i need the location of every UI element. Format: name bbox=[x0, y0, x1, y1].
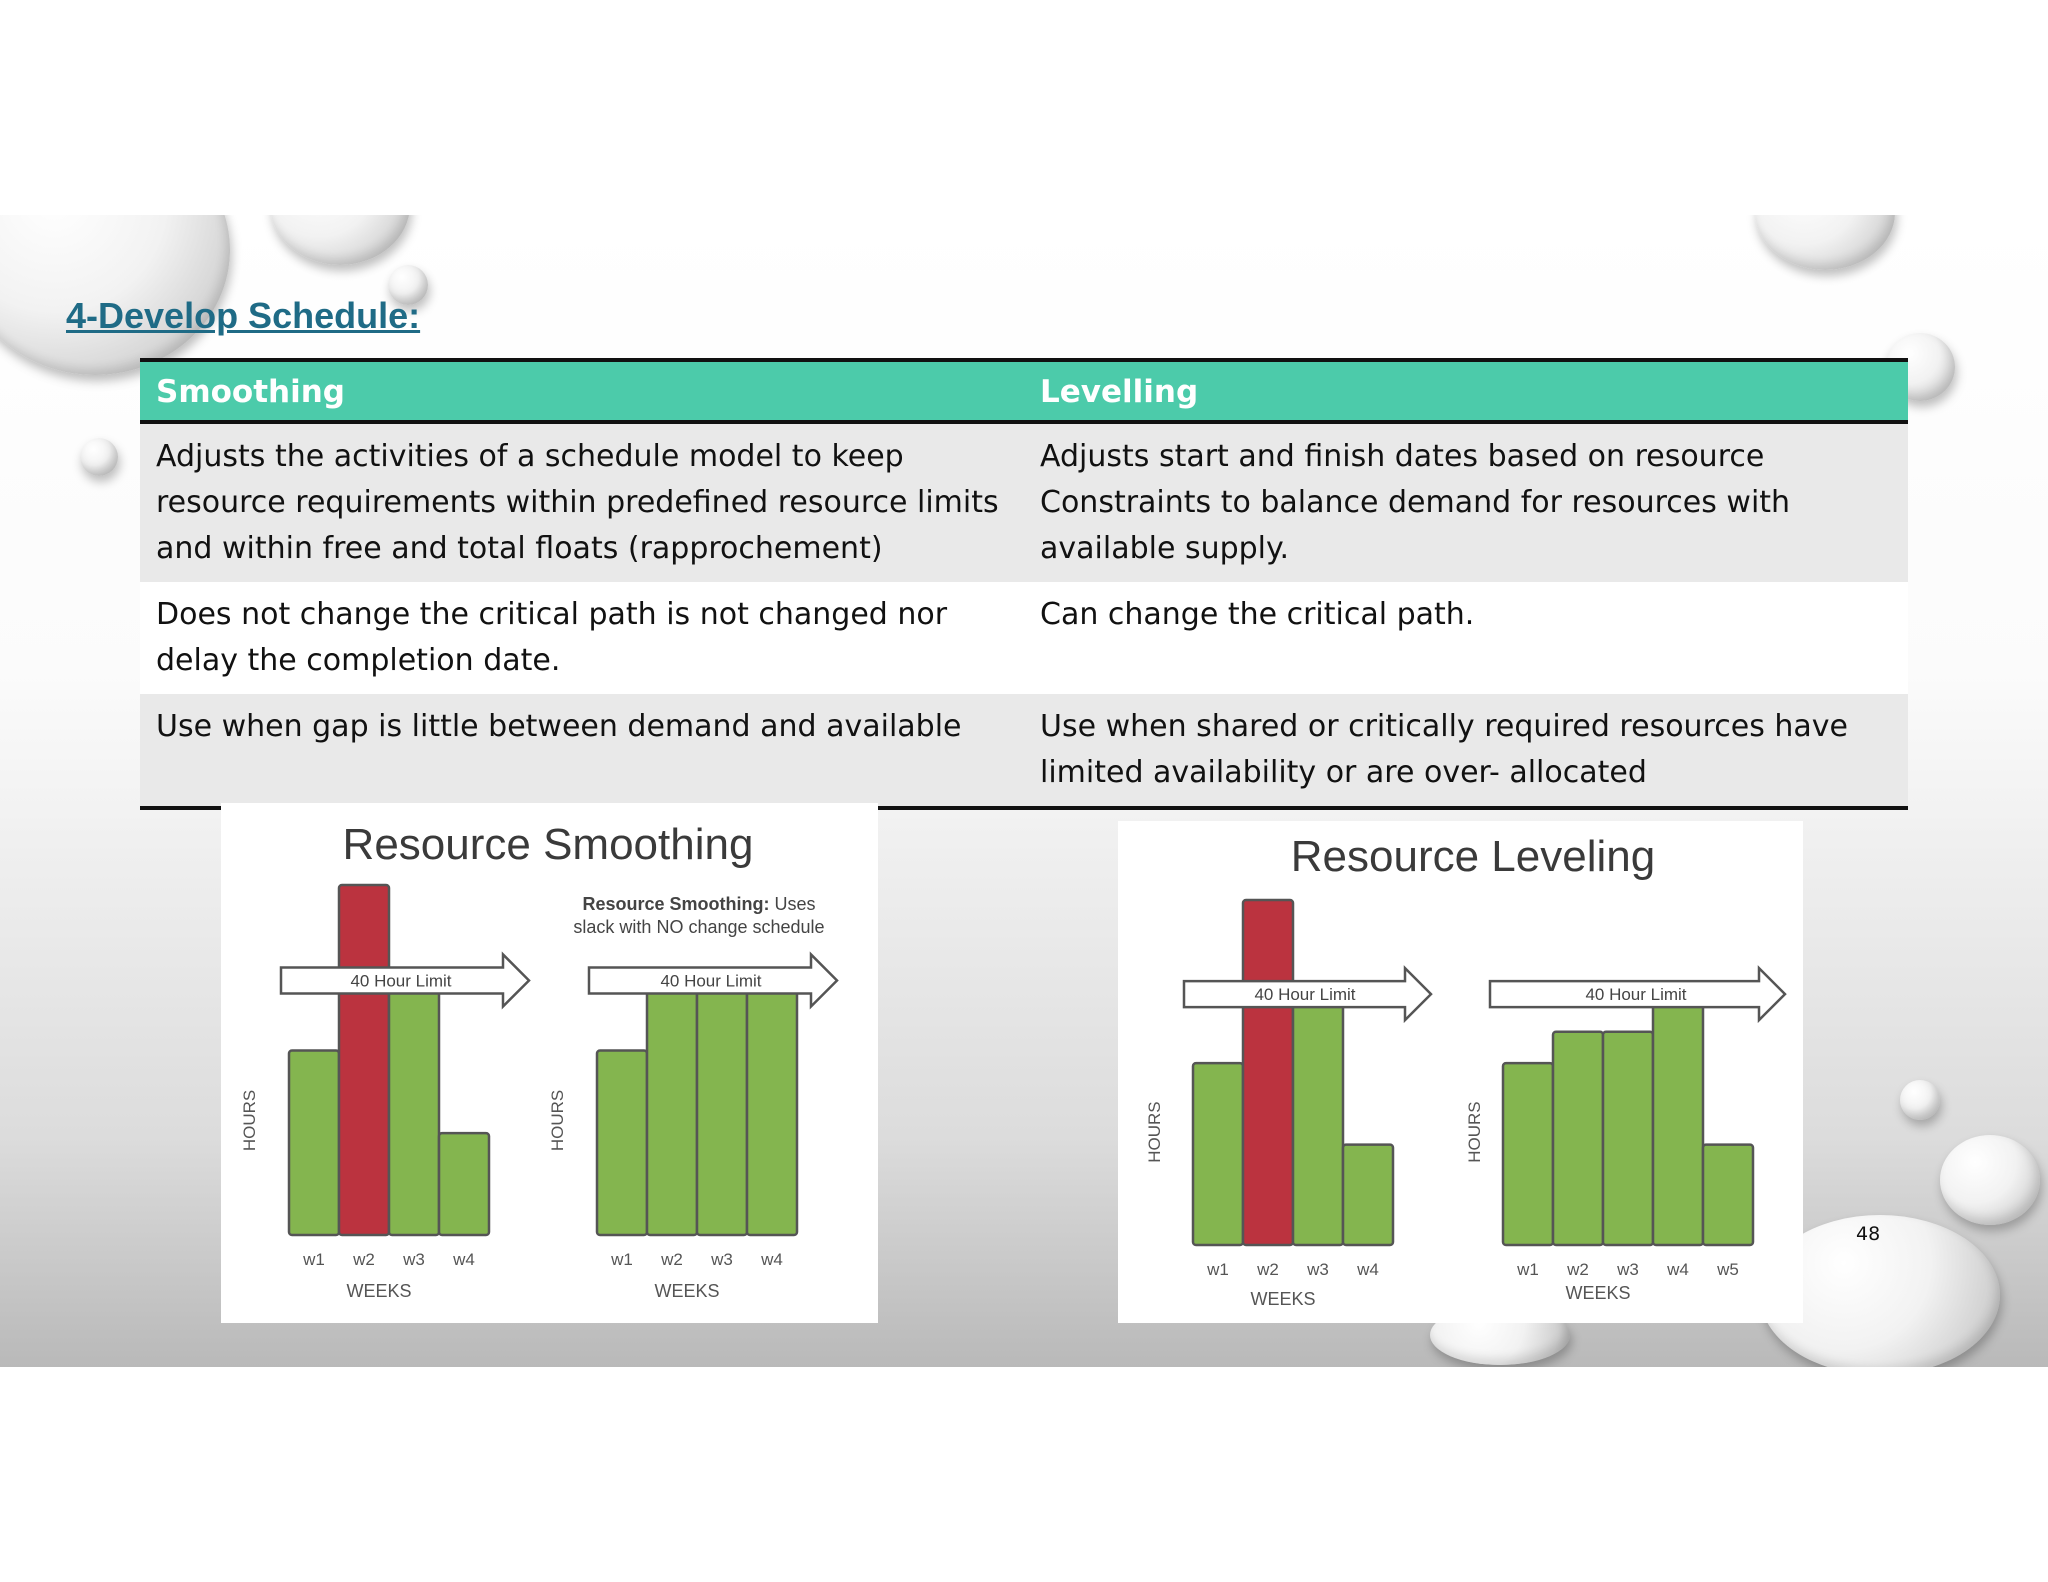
bar-w5 bbox=[1701, 1143, 1755, 1247]
bar-w1 bbox=[1501, 1061, 1555, 1247]
table-row: Adjusts the activities of a schedule mod… bbox=[140, 422, 1908, 582]
table-cell: Use when gap is little between demand an… bbox=[140, 694, 1024, 808]
tick-label-w3: w3 bbox=[1306, 1260, 1329, 1279]
tick-label-w4: w4 bbox=[760, 1250, 783, 1269]
x-axis-label: WEEKS bbox=[346, 1281, 411, 1301]
table-header-row: Smoothing Levelling bbox=[140, 360, 1908, 424]
table-cell: Adjusts the activities of a schedule mod… bbox=[140, 422, 1024, 582]
tick-label-w3: w3 bbox=[710, 1250, 733, 1269]
smoothing-note: Resource Smoothing: Uses bbox=[582, 894, 815, 914]
tick-label-w2: w2 bbox=[660, 1250, 683, 1269]
bar-w1 bbox=[287, 1049, 341, 1237]
tick-label-w1: w1 bbox=[1206, 1260, 1229, 1279]
header-smoothing: Smoothing bbox=[140, 360, 1024, 424]
bar-w4 bbox=[437, 1131, 491, 1237]
bar-w4 bbox=[745, 985, 799, 1237]
smoothing-note-bold: Resource Smoothing: bbox=[582, 894, 769, 914]
bar-w4 bbox=[1341, 1143, 1395, 1247]
bar-w2 bbox=[337, 883, 391, 1237]
figure-title: Resource Leveling bbox=[1291, 832, 1655, 881]
y-axis-label: HOURS bbox=[240, 1090, 259, 1151]
tick-label-w4: w4 bbox=[1666, 1260, 1689, 1279]
tick-label-w3: w3 bbox=[1616, 1260, 1639, 1279]
tick-label-w1: w1 bbox=[610, 1250, 633, 1269]
tick-label-w4: w4 bbox=[452, 1250, 475, 1269]
page-number: 48 bbox=[1856, 1223, 1881, 1245]
table-cell: Does not change the critical path is not… bbox=[140, 582, 1024, 694]
chart-before-leveling: w1 w2 w3 w4 40 Hour Limit HOURS WEEKS bbox=[1145, 898, 1433, 1309]
table-row: Use when gap is little between demand an… bbox=[140, 694, 1908, 808]
bar-w2 bbox=[1241, 898, 1295, 1247]
x-axis-label: WEEKS bbox=[654, 1281, 719, 1301]
chart-before-smoothing: w1 w2 w3 w4 40 Hour Limit HOURS WEEKS bbox=[240, 883, 531, 1301]
figure-title: Resource Smoothing bbox=[343, 820, 754, 869]
water-drop-decoration bbox=[80, 438, 118, 476]
comparison-table: Smoothing Levelling Adjusts the activiti… bbox=[140, 358, 1908, 810]
table-cell: Adjusts start and finish dates based on … bbox=[1024, 422, 1908, 582]
resource-leveling-figure: Resource Leveling w1 w2 w3 w4 40 Hour Limit H… bbox=[1118, 821, 1803, 1323]
resource-leveling-diagram: Resource Leveling w1 w2 w3 w4 40 Hour Limit H… bbox=[1145, 832, 1787, 1309]
bar-w3 bbox=[695, 985, 749, 1237]
tick-label-w2: w2 bbox=[1256, 1260, 1279, 1279]
bar-w2 bbox=[1551, 1030, 1605, 1247]
water-drop-decoration bbox=[1755, 215, 1895, 270]
chart-after-leveling: w1 w2 w3 w4 w5 40 Hour Limit HOURS WEEKS bbox=[1465, 965, 1787, 1303]
limit-arrow bbox=[279, 951, 531, 1010]
water-drop-decoration bbox=[1900, 1080, 1940, 1120]
table-row: Does not change the critical path is not… bbox=[140, 582, 1908, 694]
bar-w3 bbox=[1291, 999, 1345, 1247]
tick-label-w5: w5 bbox=[1716, 1260, 1739, 1279]
y-axis-label: HOURS bbox=[1465, 1101, 1484, 1162]
smoothing-note-line2: slack with NO change schedule bbox=[573, 917, 824, 937]
limit-arrow bbox=[1182, 965, 1433, 1024]
y-axis-label: HOURS bbox=[548, 1090, 567, 1151]
header-levelling: Levelling bbox=[1024, 360, 1908, 424]
table-cell: Can change the critical path. bbox=[1024, 582, 1908, 694]
tick-label-w3: w3 bbox=[402, 1250, 425, 1269]
slide: 4-Develop Schedule: Smoothing Levelling … bbox=[0, 215, 2048, 1367]
limit-arrow bbox=[587, 951, 839, 1010]
limit-label: 40 Hour Limit bbox=[660, 971, 761, 990]
limit-label: 40 Hour Limit bbox=[350, 971, 451, 990]
x-axis-label: WEEKS bbox=[1250, 1289, 1315, 1309]
slide-heading: 4-Develop Schedule: bbox=[66, 295, 421, 336]
limit-label: 40 Hour Limit bbox=[1254, 985, 1355, 1004]
chart-after-smoothing: w1 w2 w3 w4 40 Hour Limit HOURS WEEKS bbox=[548, 951, 839, 1301]
bar-w3 bbox=[1601, 1030, 1655, 1247]
bar-w1 bbox=[595, 1049, 649, 1237]
water-drop-decoration bbox=[1940, 1135, 2040, 1225]
bar-w4 bbox=[1651, 999, 1705, 1247]
water-drop-decoration bbox=[388, 265, 428, 305]
resource-smoothing-diagram: Resource Smoothing Resource Smoothing: U… bbox=[240, 820, 839, 1301]
tick-label-w1: w1 bbox=[302, 1250, 325, 1269]
x-axis-label: WEEKS bbox=[1565, 1283, 1630, 1303]
resource-smoothing-figure: Resource Smoothing Resource Smoothing: U… bbox=[221, 803, 878, 1323]
limit-arrow bbox=[1488, 965, 1787, 1024]
tick-label-w2: w2 bbox=[1566, 1260, 1589, 1279]
bar-w1 bbox=[1191, 1061, 1245, 1247]
water-drop-decoration bbox=[270, 215, 410, 265]
tick-label-w1: w1 bbox=[1516, 1260, 1539, 1279]
bar-w2 bbox=[645, 985, 699, 1237]
table-cell: Use when shared or critically required r… bbox=[1024, 694, 1908, 808]
smoothing-note-rest: Uses bbox=[770, 894, 816, 914]
y-axis-label: HOURS bbox=[1145, 1101, 1164, 1162]
limit-label: 40 Hour Limit bbox=[1585, 985, 1686, 1004]
tick-label-w2: w2 bbox=[352, 1250, 375, 1269]
tick-label-w4: w4 bbox=[1356, 1260, 1379, 1279]
bar-w3 bbox=[387, 985, 441, 1237]
